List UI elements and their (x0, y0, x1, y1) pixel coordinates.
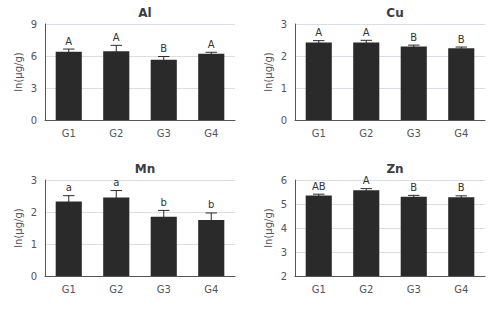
svg-text:6: 6 (281, 175, 287, 186)
svg-text:ln(μg/g): ln(μg/g) (263, 208, 274, 247)
svg-text:b: b (161, 197, 167, 208)
svg-text:2: 2 (281, 271, 287, 282)
svg-text:A: A (363, 175, 370, 186)
svg-text:B: B (160, 43, 167, 54)
svg-text:b: b (208, 199, 214, 210)
svg-text:3: 3 (281, 247, 287, 258)
svg-text:0: 0 (31, 271, 37, 282)
svg-text:3: 3 (31, 175, 37, 186)
svg-text:G4: G4 (454, 284, 468, 295)
svg-text:9: 9 (31, 19, 37, 30)
svg-text:G3: G3 (407, 284, 421, 295)
svg-text:G3: G3 (157, 128, 171, 139)
svg-text:2: 2 (31, 207, 37, 218)
svg-text:A: A (113, 32, 120, 43)
svg-text:B: B (410, 182, 417, 193)
svg-text:AB: AB (312, 181, 326, 192)
svg-text:G1: G1 (62, 128, 76, 139)
svg-text:G3: G3 (157, 284, 171, 295)
svg-text:B: B (410, 32, 417, 43)
svg-text:Cu: Cu (386, 6, 403, 20)
svg-text:Al: Al (138, 6, 151, 20)
svg-text:A: A (363, 27, 370, 38)
svg-text:G1: G1 (62, 284, 76, 295)
svg-text:G2: G2 (359, 128, 373, 139)
svg-text:3: 3 (31, 83, 37, 94)
svg-text:A: A (65, 36, 72, 47)
svg-text:0: 0 (31, 115, 37, 126)
svg-text:1: 1 (31, 239, 37, 250)
svg-text:G1: G1 (312, 128, 326, 139)
svg-text:B: B (458, 182, 465, 193)
svg-text:G4: G4 (454, 128, 468, 139)
svg-text:3: 3 (281, 19, 287, 30)
svg-text:G2: G2 (109, 284, 123, 295)
svg-text:G1: G1 (312, 284, 326, 295)
svg-text:0: 0 (281, 115, 287, 126)
svg-text:ln(μg/g): ln(μg/g) (13, 52, 24, 91)
svg-text:A: A (315, 27, 322, 38)
svg-text:2: 2 (281, 51, 287, 62)
svg-text:a: a (66, 182, 72, 193)
svg-text:G4: G4 (204, 128, 218, 139)
svg-text:G4: G4 (204, 284, 218, 295)
svg-text:5: 5 (281, 199, 287, 210)
svg-text:a: a (113, 177, 119, 188)
svg-text:Mn: Mn (135, 162, 155, 176)
svg-text:G3: G3 (407, 128, 421, 139)
svg-text:1: 1 (281, 83, 287, 94)
svg-text:G2: G2 (109, 128, 123, 139)
svg-text:B: B (458, 34, 465, 45)
svg-text:6: 6 (31, 51, 37, 62)
svg-text:ln(μg/g): ln(μg/g) (13, 208, 24, 247)
svg-text:ln(μg/g): ln(μg/g) (263, 52, 274, 91)
svg-text:4: 4 (281, 223, 287, 234)
svg-text:Zn: Zn (386, 162, 403, 176)
svg-text:G2: G2 (359, 284, 373, 295)
svg-text:A: A (208, 39, 215, 50)
